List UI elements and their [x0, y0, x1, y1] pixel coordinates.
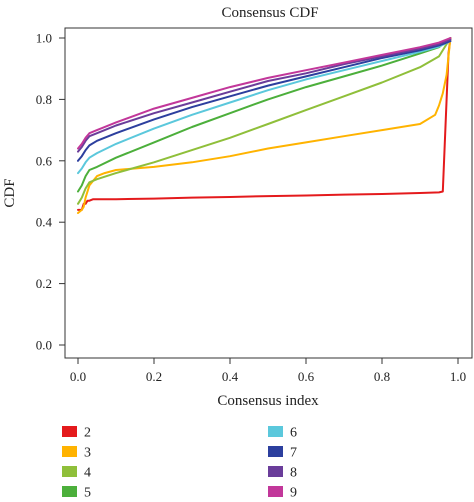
legend-swatch — [268, 466, 283, 477]
series-line-7 — [77, 40, 452, 162]
legend-item-8: 8 — [268, 466, 297, 481]
legend-swatch — [62, 426, 77, 437]
series-line-5 — [77, 37, 452, 193]
chart-title: Consensus CDF — [221, 5, 318, 21]
legend-swatch — [62, 486, 77, 497]
x-axis: 0.0 0.2 0.4 0.6 0.8 1.0 — [70, 358, 466, 384]
legend-label: 9 — [290, 486, 297, 501]
plot-frame — [64, 27, 473, 359]
legend-label: 5 — [84, 486, 91, 501]
y-tick-label: 0.0 — [36, 338, 52, 353]
series-line-8 — [77, 38, 452, 153]
legend-label: 3 — [84, 446, 91, 461]
x-tick-label: 0.8 — [374, 369, 390, 384]
y-tick-label: 0.4 — [36, 215, 53, 230]
y-tick-label: 0.2 — [36, 276, 52, 291]
y-axis: 0.0 0.2 0.4 0.6 0.8 1.0 — [36, 31, 65, 353]
series-line-6 — [77, 40, 452, 175]
legend-label: 4 — [84, 466, 91, 481]
series-line-4 — [77, 37, 452, 205]
series-layer — [77, 37, 452, 214]
legend-item-9: 9 — [268, 486, 297, 501]
series-line-9 — [77, 37, 452, 150]
x-tick-label: 1.0 — [450, 369, 466, 384]
x-tick-label: 0.2 — [146, 369, 162, 384]
legend-swatch — [62, 466, 77, 477]
legend-item-6: 6 — [268, 426, 297, 441]
legend-item-7: 7 — [268, 446, 297, 461]
x-tick-label: 0.4 — [222, 369, 239, 384]
legend-swatch — [62, 446, 77, 457]
legend-item-4: 4 — [62, 466, 91, 481]
legend-label: 2 — [84, 426, 91, 441]
y-tick-label: 1.0 — [36, 31, 52, 46]
x-axis-label: Consensus index — [217, 393, 319, 409]
legend-swatch — [268, 446, 283, 457]
series-line-2 — [77, 37, 452, 211]
legend-item-3: 3 — [62, 446, 91, 461]
y-tick-label: 0.6 — [36, 153, 53, 168]
legend-item-2: 2 — [62, 426, 91, 441]
series-line-3 — [77, 37, 452, 214]
legend-swatch — [268, 486, 283, 497]
legend: 2 3 4 5 6 7 8 9 — [62, 426, 297, 501]
legend-label: 6 — [290, 426, 297, 441]
legend-label: 8 — [290, 466, 297, 481]
x-tick-label: 0.6 — [298, 369, 315, 384]
y-tick-label: 0.8 — [36, 92, 52, 107]
legend-swatch — [268, 426, 283, 437]
legend-label: 7 — [290, 446, 297, 461]
legend-item-5: 5 — [62, 486, 91, 501]
x-tick-label: 0.0 — [70, 369, 86, 384]
y-axis-label: CDF — [2, 178, 18, 207]
